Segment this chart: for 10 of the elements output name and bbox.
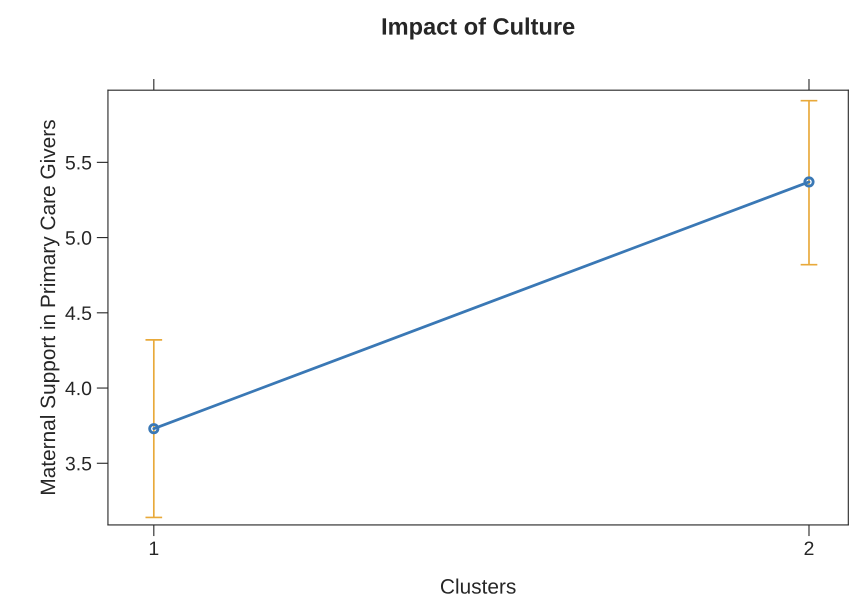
x-tick-label: 1: [150, 542, 158, 556]
y-tick-label: 5.5: [66, 156, 92, 170]
x-tick-label: 2: [804, 541, 814, 556]
y-axis-title: Maternal Support in Primary Care Givers: [40, 120, 60, 494]
x-axis-title: Clusters: [440, 578, 516, 594]
y-tick-label: 3.5: [66, 456, 92, 471]
y-tick-label: 4.5: [65, 306, 92, 320]
y-tick-label: 5.0: [66, 231, 92, 245]
chart-title: Impact of Culture: [382, 17, 574, 40]
y-tick-label: 4.0: [65, 382, 92, 396]
